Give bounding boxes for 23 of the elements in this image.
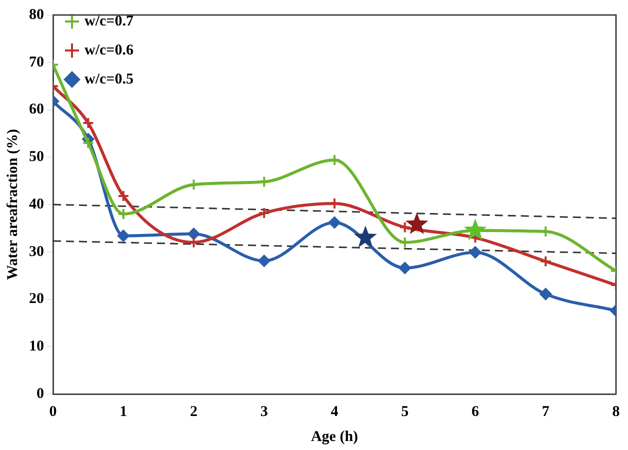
- y-tick-label: 10: [29, 338, 44, 354]
- x-tick-label: 8: [612, 404, 620, 420]
- y-tick-label: 0: [36, 386, 44, 402]
- legend-label: w/c=0.6: [84, 42, 134, 58]
- legend-label: w/c=0.5: [84, 71, 134, 88]
- y-tick-label: 70: [29, 54, 44, 70]
- x-tick-label: 0: [49, 404, 57, 420]
- x-tick-label: 3: [260, 404, 268, 420]
- y-tick-label: 20: [29, 291, 44, 308]
- x-tick-label: 2: [190, 404, 198, 420]
- x-axis-title: Age (h): [310, 428, 358, 445]
- x-tick-label: 4: [330, 404, 339, 420]
- x-tick-label: 7: [542, 404, 550, 420]
- legend-label: w/c=0.7: [84, 13, 134, 30]
- y-tick-label: 50: [29, 149, 44, 165]
- x-tick-label: 6: [472, 404, 480, 420]
- y-axis-title: Water areafraction (%): [4, 128, 21, 280]
- y-tick-label: 40: [29, 196, 44, 212]
- y-tick-label: 80: [29, 6, 44, 23]
- y-tick-label: 60: [29, 102, 44, 118]
- x-tick-label: 1: [120, 404, 128, 420]
- y-tick-label: 30: [29, 244, 44, 260]
- x-tick-label: 5: [401, 404, 409, 420]
